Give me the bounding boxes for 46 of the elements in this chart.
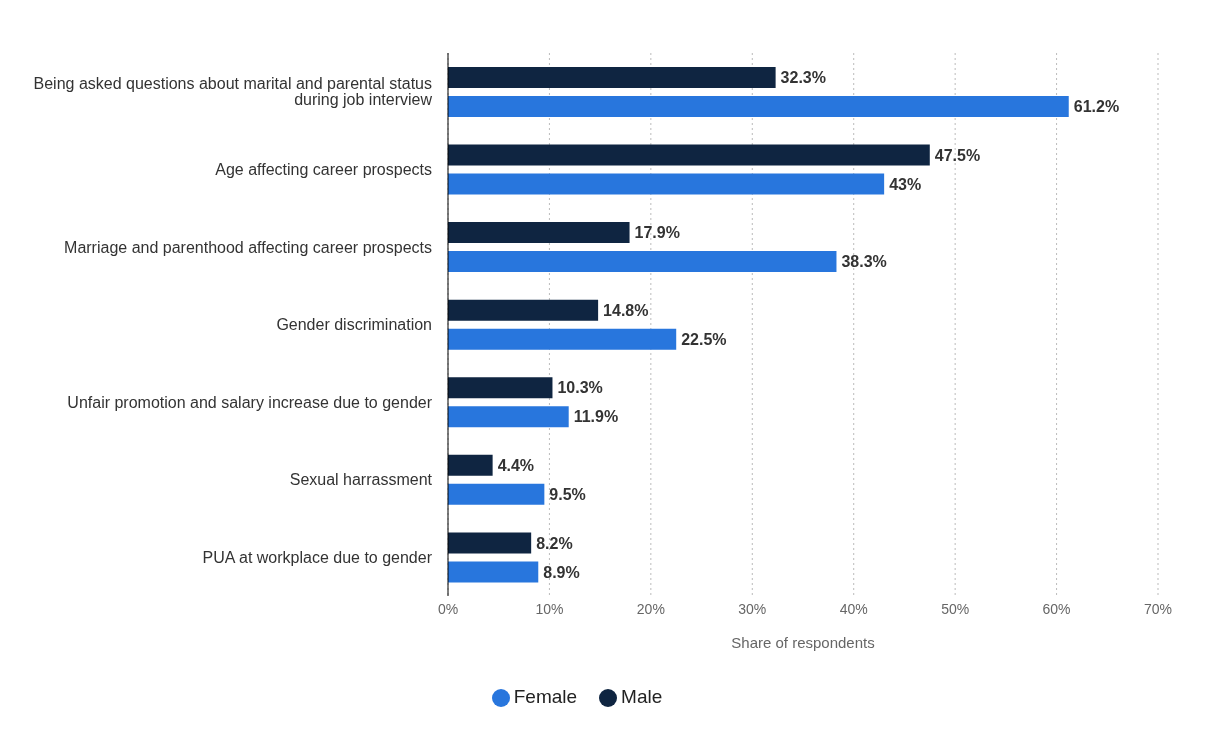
data-label: 38.3%: [841, 253, 887, 271]
data-label: 61.2%: [1073, 98, 1120, 116]
data-label: 14.8%: [603, 301, 649, 319]
x-tick-label: 40%: [839, 600, 868, 617]
bar: [448, 454, 493, 476]
data-label: 11.9%: [573, 408, 619, 426]
data-label: 4.4%: [497, 457, 535, 474]
bar: [448, 406, 569, 428]
data-label: 22.5%: [681, 330, 727, 348]
bar: [448, 173, 885, 195]
y-tick-label: Age affecting career prospects: [215, 161, 432, 179]
bar: [448, 66, 776, 88]
x-tick-label: 30%: [738, 600, 767, 617]
data-label: 32.3%: [780, 69, 826, 87]
x-tick-label: 50%: [941, 600, 970, 617]
y-tick-label: PUA at workplace due to gender: [202, 548, 433, 566]
y-tick-label: Being asked questions about marital and parental status during job interview: [33, 75, 433, 109]
data-label: 8.9%: [543, 563, 580, 581]
x-tick-label: 60%: [1042, 600, 1071, 617]
data-label: 9.5%: [549, 486, 586, 503]
y-tick-label: Sexual harrassment: [289, 471, 433, 489]
bar: [448, 299, 599, 321]
data-label: 43%: [889, 175, 922, 193]
bar: [448, 95, 1069, 117]
y-tick-label: Unfair promotion and salary increase due to gender: [67, 393, 433, 411]
y-tick-label: Gender discrimination: [276, 316, 432, 334]
bar: [448, 144, 930, 166]
x-tick-label: 10%: [535, 600, 564, 617]
bar: [448, 532, 532, 554]
data-label: 47.5%: [934, 146, 981, 164]
data-label: 17.9%: [634, 224, 680, 242]
legend-label: Female: [513, 686, 578, 707]
legend-label: Male: [621, 686, 663, 707]
x-axis-title: Share of respondents: [731, 634, 875, 651]
x-tick-label: 70%: [1143, 600, 1173, 617]
bar: [448, 251, 837, 273]
data-label: 10.3%: [557, 379, 603, 397]
y-tick-label: Marriage and parenthood affecting career prospects: [64, 238, 432, 256]
bar: [448, 222, 630, 244]
bar: [448, 483, 545, 505]
bar: [448, 561, 539, 583]
x-tick-label: 0%: [437, 600, 459, 617]
bar: [448, 328, 677, 350]
data-label: 8.2%: [536, 534, 573, 552]
x-tick-label: 20%: [636, 600, 665, 617]
bar: [448, 377, 553, 399]
